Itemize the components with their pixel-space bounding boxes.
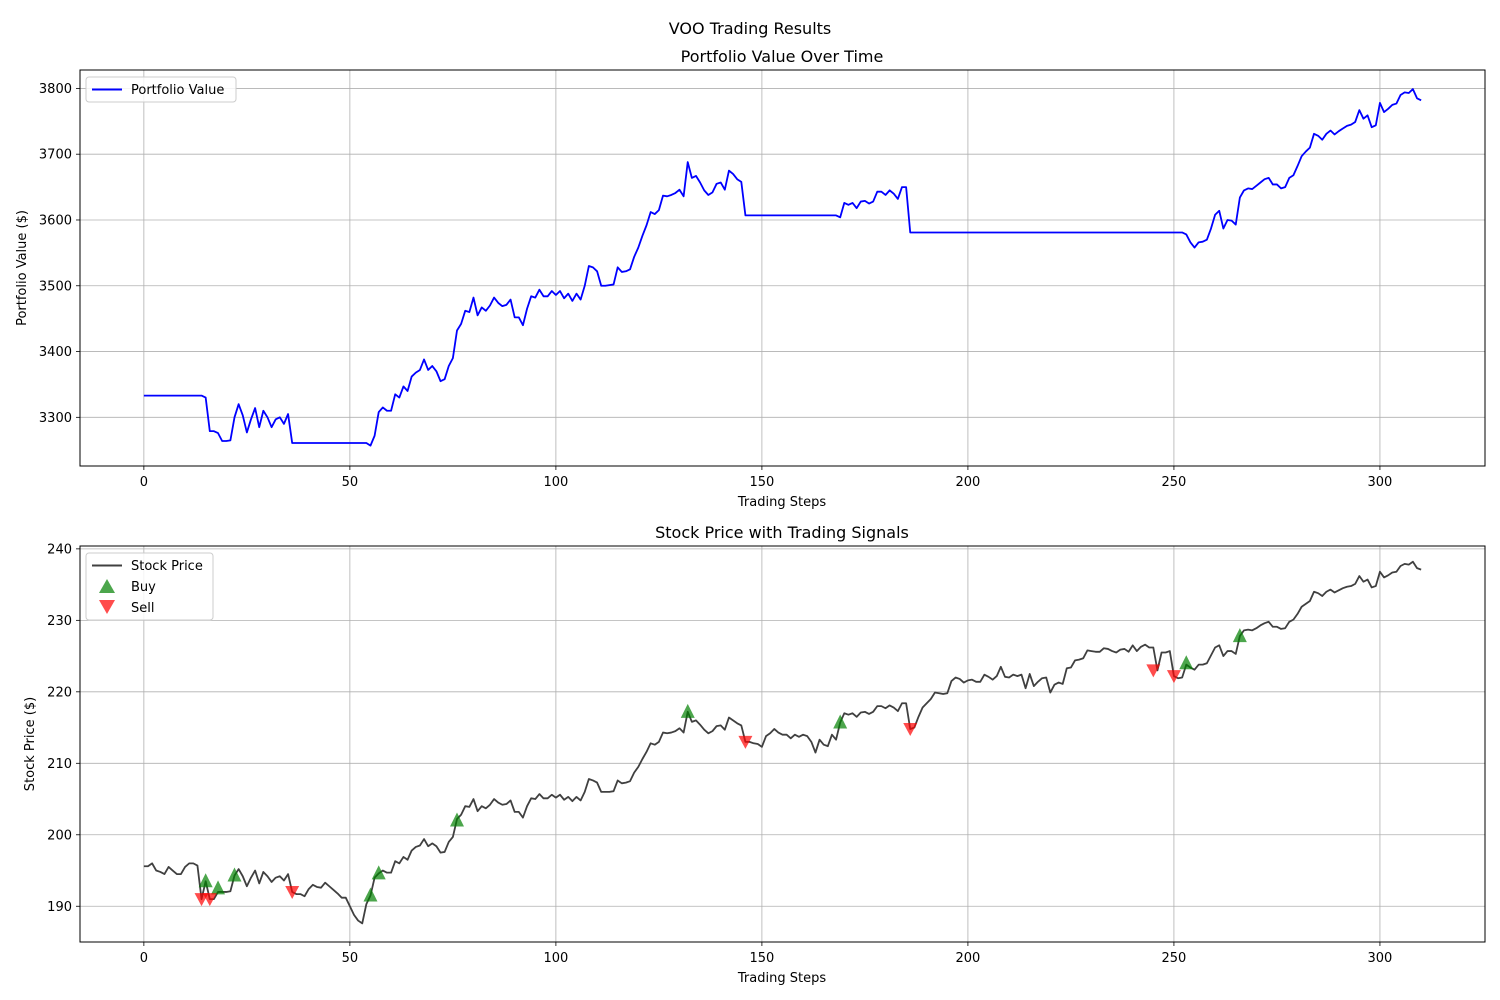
portfolio-x-tick-label: 300 bbox=[1368, 475, 1393, 490]
price-plot-frame bbox=[79, 545, 1486, 943]
portfolio-portfolio-value-line bbox=[143, 88, 1422, 447]
price-y-axis-label: Stock Price ($) bbox=[23, 697, 38, 791]
price-x-tick-label: 150 bbox=[749, 951, 774, 966]
price-x-axis-label: Trading Steps bbox=[737, 971, 826, 986]
price-x-tick-label: 0 bbox=[140, 951, 148, 966]
price-sell-marker bbox=[1146, 664, 1161, 678]
portfolio-panel: Portfolio Value Over Time 0 50 100 150 200 25… bbox=[15, 47, 1486, 510]
portfolio-y-tick-label: 3700 bbox=[39, 148, 72, 163]
price-x-tick-label: 250 bbox=[1162, 951, 1187, 966]
price-sell-marker bbox=[903, 722, 918, 736]
portfolio-grid bbox=[80, 70, 1485, 466]
price-buy-marker bbox=[450, 812, 465, 827]
price-y-tick-label: 190 bbox=[47, 900, 72, 915]
portfolio-x-tick-label: 150 bbox=[749, 475, 774, 490]
portfolio-series-layer bbox=[143, 88, 1422, 447]
portfolio-ticks: 0 50 100 150 200 250 300 3300 3400 3500 3600 3700 38… bbox=[39, 82, 1392, 490]
portfolio-y-tick-label: 3500 bbox=[39, 279, 72, 294]
figure-title: VOO Trading Results bbox=[669, 19, 832, 38]
price-buy-marker bbox=[198, 873, 213, 888]
price-buy-marker bbox=[1232, 628, 1247, 643]
portfolio-legend-label: Portfolio Value bbox=[131, 83, 224, 98]
price-sell-marker bbox=[202, 893, 217, 907]
price-buy-marker bbox=[680, 703, 695, 718]
portfolio-x-tick-label: 250 bbox=[1162, 475, 1187, 490]
price-x-tick-label: 50 bbox=[342, 951, 359, 966]
portfolio-y-axis-label: Portfolio Value ($) bbox=[15, 210, 30, 326]
price-y-tick-label: 210 bbox=[47, 757, 72, 772]
price-panel: Stock Price with Trading Signals 0 50 100 1… bbox=[23, 523, 1486, 986]
price-buy-marker bbox=[211, 880, 226, 895]
portfolio-x-tick-label: 0 bbox=[140, 475, 148, 490]
price-legend-swatch-buy bbox=[99, 579, 115, 593]
price-sell-marker bbox=[1166, 670, 1181, 684]
price-legend-box bbox=[85, 552, 214, 621]
price-x-tick-label: 200 bbox=[955, 951, 980, 966]
price-y-tick-label: 200 bbox=[47, 828, 72, 843]
price-legend-swatch-sell bbox=[99, 600, 115, 614]
portfolio-y-tick-label: 3300 bbox=[39, 411, 72, 426]
price-legend: Stock Price Buy Sell bbox=[85, 552, 214, 621]
portfolio-y-tick-label: 3800 bbox=[39, 82, 72, 97]
price-legend-label-sell: Sell bbox=[131, 601, 154, 616]
portfolio-x-tick-label: 100 bbox=[543, 475, 568, 490]
price-ticks: 0 50 100 150 200 250 300 190 200 210 220 230 240 bbox=[47, 542, 1392, 966]
price-legend-label-buy: Buy bbox=[131, 580, 156, 595]
price-legend-label-stock: Stock Price bbox=[131, 559, 203, 574]
price-x-tick-label: 300 bbox=[1368, 951, 1393, 966]
price-chart-title: Stock Price with Trading Signals bbox=[655, 523, 909, 542]
price-y-tick-label: 240 bbox=[47, 542, 72, 557]
portfolio-plot-frame bbox=[79, 69, 1486, 467]
price-buy-marker bbox=[371, 865, 386, 880]
price-sell-marker bbox=[738, 735, 753, 749]
price-buy-marker bbox=[1179, 655, 1194, 670]
portfolio-legend-box bbox=[85, 76, 237, 103]
price-sell-marker bbox=[285, 885, 300, 899]
portfolio-x-tick-label: 50 bbox=[342, 475, 359, 490]
price-x-tick-label: 100 bbox=[543, 951, 568, 966]
portfolio-x-axis-label: Trading Steps bbox=[737, 495, 826, 510]
price-series-layer bbox=[143, 560, 1422, 925]
price-y-tick-label: 220 bbox=[47, 685, 72, 700]
price-buy-marker bbox=[363, 887, 378, 902]
portfolio-chart-title: Portfolio Value Over Time bbox=[681, 47, 884, 66]
portfolio-y-tick-label: 3600 bbox=[39, 213, 72, 228]
price-stock-price-line bbox=[143, 560, 1422, 925]
portfolio-y-tick-label: 3400 bbox=[39, 345, 72, 360]
price-y-tick-label: 230 bbox=[47, 614, 72, 629]
portfolio-x-tick-label: 200 bbox=[955, 475, 980, 490]
price-buy-marker bbox=[833, 714, 848, 729]
price-buy-marker bbox=[227, 867, 242, 882]
portfolio-legend: Portfolio Value bbox=[85, 76, 237, 103]
